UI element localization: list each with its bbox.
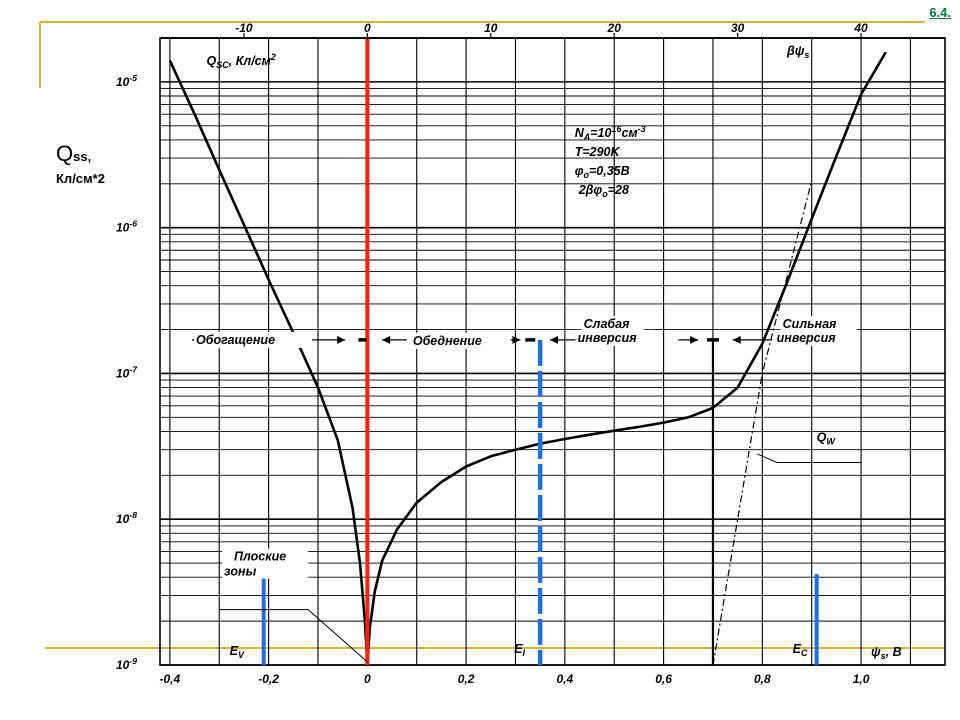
top-axis-title: βψs: [786, 44, 809, 60]
region-label-depletion: Обеднение: [413, 334, 482, 348]
side-axis-units: Кл/см*2: [56, 171, 105, 186]
parameter-line: φo=0,35В: [575, 164, 630, 180]
x-tick-label: 0,4: [556, 672, 573, 686]
top-tick-label: 0: [364, 21, 371, 35]
region-arrow-depletion-left-head: [382, 335, 391, 344]
region-label-weak-1-bg: [581, 315, 644, 332]
series-line-qw: [712, 180, 813, 666]
x-tick-label: 0,8: [754, 672, 771, 686]
y-tick-label: 10-9: [116, 656, 137, 672]
series-line-qsc: [168, 51, 887, 667]
top-tick-label: 40: [853, 21, 868, 35]
flat-band-label-2: зоны: [224, 565, 256, 579]
region-arrow-weak-left-head: [550, 335, 559, 344]
top-tick-label: 10: [484, 21, 498, 35]
parameter-line: T=290K: [575, 145, 621, 159]
flat-band-leader: [219, 609, 368, 663]
level-label-ev: EV: [230, 644, 245, 660]
region-arrow-strong-left-head: [732, 335, 741, 344]
region-label-accumulation-bg: [194, 331, 312, 348]
region-label-strong-1-bg: [780, 315, 857, 332]
side-axis-label-main: Q: [56, 141, 74, 166]
x-axis-title: ψs, В: [871, 645, 902, 661]
flat-band-label-1: Плоские: [234, 550, 286, 564]
y-tick-label: 10-5: [116, 73, 137, 89]
region-label-weak-2-bg: [575, 329, 654, 346]
qw-label: QW: [817, 431, 837, 447]
side-axis-label-sub: ss,: [73, 149, 92, 164]
region-arrow-depletion-right-head: [512, 335, 521, 344]
top-tick-label: -10: [235, 21, 253, 35]
flat-band-bg: [222, 548, 309, 579]
region-label-strong-2: инверсия: [777, 331, 837, 345]
level-label-ec: EC: [793, 642, 808, 658]
slide-number-link[interactable]: 6.4.: [929, 5, 951, 20]
y-tick-label: 10-6: [116, 219, 137, 235]
parameter-line: 2βφo=28: [578, 183, 629, 199]
top-tick-label: 30: [731, 21, 745, 35]
y-tick-label: 10-7: [116, 364, 138, 380]
level-label-ei: EI: [514, 642, 525, 658]
region-label-depletion-bg: [410, 332, 511, 349]
side-axis-label: Qss,: [56, 141, 91, 167]
x-tick-label: 1,0: [853, 672, 870, 686]
region-label-weak-2: инверсия: [578, 331, 638, 345]
region-label-strong-2-bg: [774, 329, 855, 346]
chart-decorations: [160, 37, 945, 665]
y-tick-label: 10-8: [116, 510, 137, 526]
x-tick-label: -0,2: [258, 672, 279, 686]
region-label-accumulation: Обогащение: [196, 333, 275, 347]
region-label-strong-1: Сильная: [783, 317, 837, 331]
x-tick-label: 0,6: [655, 672, 672, 686]
x-tick-label: 0,2: [458, 672, 475, 686]
chart-labels: -0,4 -0,2 0 0,2 0,4 0,6 0,8 1,0 -10 0 10 20 30 40 10-9…: [116, 21, 902, 686]
series-layer: [168, 51, 887, 667]
parameter-line: NA=1016см-3: [575, 124, 646, 142]
region-arrow-accumulation-right-head: [337, 335, 346, 344]
y-axis-title: QSC, Кл/см2: [207, 52, 276, 70]
region-arrow-weak-right-head: [690, 335, 699, 344]
qw-leader: [757, 453, 862, 463]
region-label-weak-1: Слабая: [584, 317, 630, 331]
top-tick-label: 20: [607, 21, 622, 35]
x-tick-label: -0,4: [160, 672, 181, 686]
x-tick-label: 0: [364, 672, 371, 686]
